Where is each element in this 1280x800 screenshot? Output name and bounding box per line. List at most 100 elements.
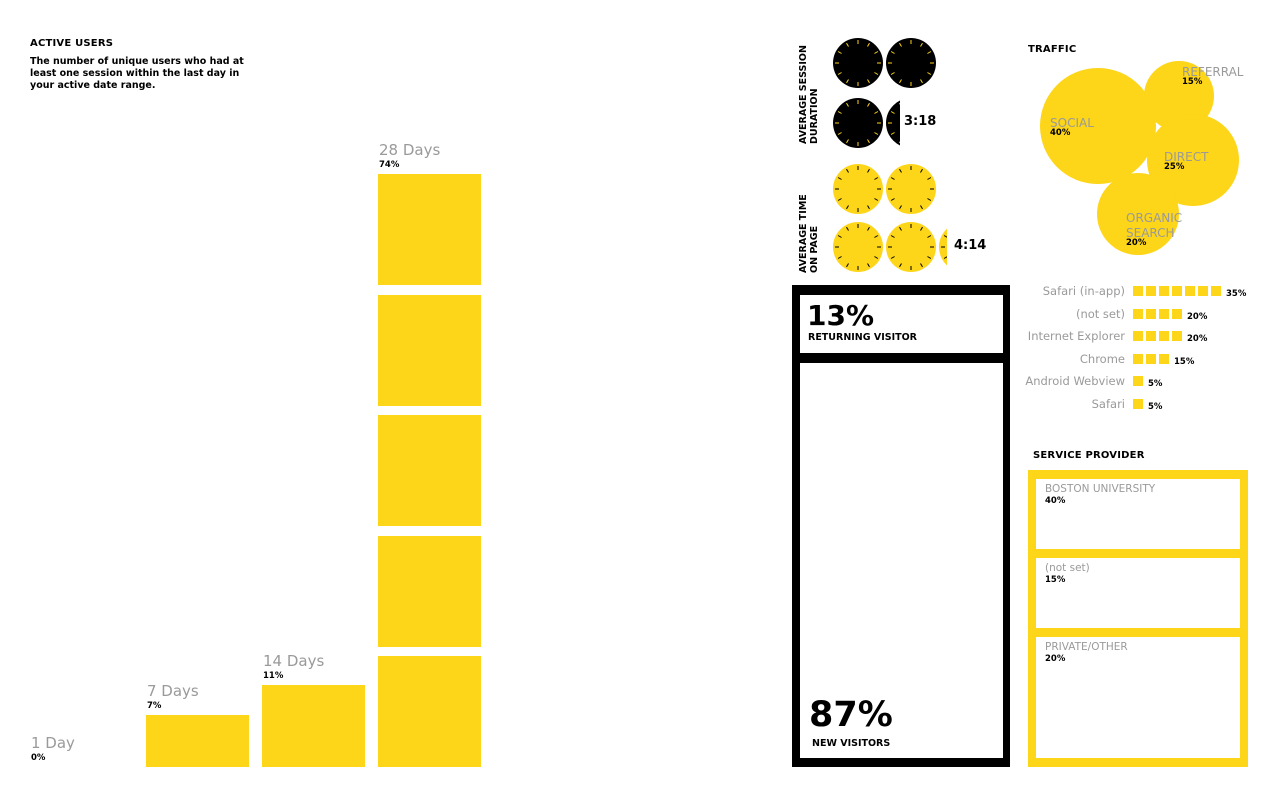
new-visitors-cell: 87% NEW VISITORS [800, 363, 1003, 758]
returning-visitor-label: RETURNING VISITOR [808, 332, 917, 343]
active-users-bar-segment [378, 294, 481, 406]
clock-face-icon [886, 100, 900, 146]
clock-tick [899, 263, 902, 268]
browser-unit-square [1133, 376, 1143, 386]
returning-visitor-cell: 13% RETURNING VISITOR [800, 295, 1003, 353]
clock-face-icon [886, 164, 936, 214]
browser-unit-square [1211, 286, 1221, 296]
browser-unit-square [1172, 286, 1182, 296]
traffic-value-label: 40% [1050, 128, 1071, 138]
clock-tick [920, 79, 923, 84]
clock-tick [890, 111, 895, 114]
traffic-title: TRAFFIC [1028, 44, 1077, 55]
clock-tick [921, 103, 923, 106]
clock-tick [927, 72, 932, 75]
browser-unit-square [1133, 331, 1143, 341]
active-users-bar-segment [378, 656, 481, 767]
clock-tick [837, 111, 842, 114]
traffic-value-label: 20% [1126, 238, 1147, 248]
clock-tick [899, 102, 900, 105]
browser-value-label: 5% [1148, 401, 1163, 412]
clock-tick [867, 79, 870, 84]
clock-tick [846, 79, 849, 84]
browser-unit-square [1146, 331, 1156, 341]
traffic-bubble [1097, 173, 1179, 255]
traffic-category-label: ORGANIC SEARCH [1126, 211, 1183, 240]
browser-row: Safari 5% [1000, 395, 1280, 415]
clock-tick [943, 256, 947, 259]
clock-tick [927, 51, 932, 54]
clock-tick [837, 198, 842, 201]
clock-tick [890, 177, 895, 180]
clock-tick [920, 226, 923, 231]
active-users-bar-segment [378, 415, 481, 526]
clock-tick [920, 263, 923, 268]
traffic-value-label: 15% [1182, 77, 1203, 87]
browser-name: Safari [1091, 396, 1125, 411]
browser-value-label: 20% [1187, 334, 1208, 344]
clock-tick [837, 72, 842, 75]
clock-face-icon [833, 222, 883, 272]
browser-name: Chrome [1079, 351, 1125, 366]
clock-tick [899, 168, 902, 173]
clock-tick [867, 263, 870, 268]
clock-face-icon [833, 38, 883, 88]
service-provider-cell: (not set) 15% [1036, 558, 1240, 628]
clock-tick [837, 235, 842, 238]
active-users-category-label: 7 Days [147, 681, 199, 700]
browser-unit-square [1159, 286, 1169, 296]
clock-tick [846, 205, 849, 210]
clock-tick [867, 226, 870, 231]
clock-tick [837, 132, 842, 135]
service-provider-cell: PRIVATE/OTHER 20% [1036, 637, 1240, 758]
clock-tick [867, 42, 870, 47]
service-provider-value: 15% [1045, 575, 1066, 585]
clock-tick [846, 102, 849, 107]
clock-tick [837, 177, 842, 180]
clock-tick [927, 256, 932, 259]
clock-tick [874, 132, 879, 135]
browser-name: (not set) [1075, 306, 1125, 321]
clock-tick [943, 235, 947, 238]
active-users-bar-segment [378, 535, 481, 647]
clock-tick [874, 177, 879, 180]
clock-tick [846, 42, 849, 47]
clock-tick [874, 198, 879, 201]
active-users-bar-segment [262, 684, 365, 767]
clock-tick [874, 235, 879, 238]
clock-tick [899, 141, 900, 144]
clock-tick [927, 177, 932, 180]
clock-tick [837, 256, 842, 259]
clock-tick [867, 168, 870, 173]
browser-row: (not set) 20% [1000, 305, 1280, 325]
active-users-description: The number of unique users who had at le… [30, 56, 244, 91]
clock-tick [846, 226, 849, 231]
browser-unit-square [1146, 308, 1156, 319]
clock-tick [890, 72, 895, 75]
session-clocks [833, 38, 954, 272]
clock-tick [867, 102, 870, 107]
clock-tick [899, 226, 902, 231]
clock-face-icon [886, 38, 936, 88]
new-visitors-label: NEW VISITORS [812, 738, 891, 749]
browser-value-label: 5% [1148, 379, 1163, 389]
clock-tick [927, 235, 932, 238]
clock-tick [874, 256, 879, 259]
browser-unit-square [1172, 308, 1182, 319]
active-users-category-label: 28 Days [379, 141, 441, 159]
clock-tick [920, 42, 923, 47]
browser-value-label: 35% [1226, 289, 1247, 299]
browser-row: Android Webview 5% [1000, 372, 1280, 392]
active-users-title: ACTIVE USERS [30, 38, 114, 49]
service-provider-name: BOSTON UNIVERSITY [1045, 483, 1156, 495]
clock-tick [837, 51, 842, 54]
browser-unit-square [1133, 308, 1143, 319]
traffic-category-label: REFERRAL [1182, 65, 1244, 79]
browser-unit-square [1185, 286, 1195, 296]
clock-tick [953, 263, 954, 266]
service-provider-name: (not set) [1045, 562, 1090, 574]
traffic-value-label: 25% [1164, 162, 1185, 172]
clock-tick [927, 198, 932, 201]
clock-tick [890, 198, 895, 201]
clock-tick [899, 205, 902, 210]
